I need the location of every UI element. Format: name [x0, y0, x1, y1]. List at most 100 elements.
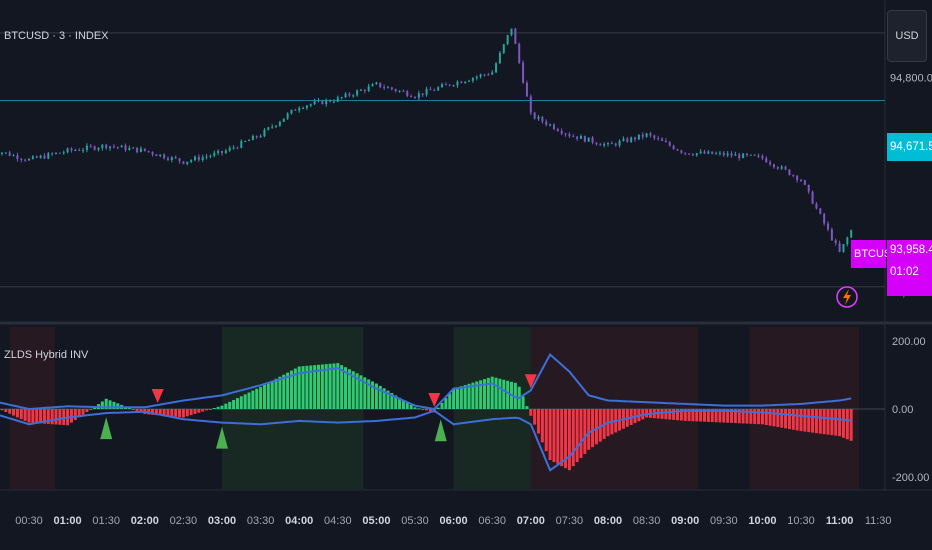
candle-body — [803, 180, 806, 185]
histogram-bar — [197, 409, 201, 413]
time-label: 03:30 — [247, 515, 275, 527]
indicator-name[interactable]: ZLDS Hybrid INV — [4, 349, 89, 361]
candle-body — [645, 133, 648, 137]
candle-body — [332, 101, 335, 103]
time-label: 00:30 — [15, 515, 43, 527]
histogram-bar — [166, 409, 170, 417]
histogram-bar — [710, 409, 714, 423]
candle-body — [637, 134, 640, 140]
candle-body — [394, 89, 397, 92]
candle-body — [12, 155, 15, 157]
candle-body — [657, 138, 660, 140]
sell-signal — [428, 393, 441, 407]
candle-body — [35, 156, 38, 158]
countdown-badge: 01:02 — [887, 260, 932, 296]
candle-body — [780, 166, 783, 169]
histogram-bar — [660, 409, 664, 419]
candle-body — [55, 152, 58, 154]
candle-body — [317, 100, 320, 102]
histogram-bar — [8, 409, 12, 414]
candle-body — [834, 240, 837, 244]
time-label: 11:00 — [826, 515, 854, 527]
candle-body — [587, 137, 590, 142]
candle-body — [294, 109, 297, 111]
histogram-bar — [733, 409, 737, 424]
candle-body — [842, 244, 845, 252]
histogram-bar — [598, 409, 602, 442]
candle-body — [607, 143, 609, 145]
histogram-bar — [587, 409, 591, 450]
histogram-bar — [19, 409, 23, 420]
candle-body — [761, 155, 764, 159]
candle-body — [599, 144, 602, 146]
histogram-bar — [320, 364, 324, 409]
candle-body — [533, 112, 536, 119]
zone — [749, 327, 859, 489]
histogram-bar — [4, 409, 8, 412]
histogram-bar — [382, 388, 386, 409]
candle-body — [151, 152, 154, 155]
candle-body — [684, 152, 687, 154]
candle-body — [275, 125, 278, 127]
candle-body — [402, 90, 405, 92]
candle-body — [166, 158, 169, 160]
histogram-bar — [309, 365, 313, 409]
histogram-bar — [564, 409, 568, 469]
histogram-bar — [127, 407, 131, 409]
candle-body — [259, 136, 262, 138]
histogram-bar — [374, 383, 378, 409]
histogram-bar — [27, 409, 31, 423]
symbol-title[interactable]: BTCUSD · 3 · INDEX — [4, 30, 109, 42]
histogram-bar — [77, 409, 81, 418]
histogram-bar — [479, 380, 483, 409]
candle-body — [132, 147, 135, 149]
histogram-bar — [174, 409, 178, 417]
histogram-bar — [0, 409, 4, 411]
histogram-bar — [444, 398, 448, 409]
histogram-bar — [12, 409, 16, 416]
lightning-icon[interactable] — [836, 286, 858, 308]
candle-body — [618, 140, 621, 146]
histogram-bar — [46, 409, 50, 424]
histogram-bar — [822, 409, 826, 435]
histogram-bar — [699, 409, 703, 422]
candle-body — [379, 82, 382, 88]
histogram-bar — [347, 369, 351, 409]
histogram-bar — [675, 409, 679, 421]
candle-body — [576, 136, 579, 139]
histogram-bar — [42, 409, 46, 424]
candle-body — [676, 149, 679, 151]
histogram-bar — [247, 392, 251, 409]
indicator-histogram — [0, 363, 885, 471]
candle-body — [197, 156, 200, 161]
histogram-bar — [706, 409, 710, 422]
histogram-bar — [703, 409, 706, 422]
histogram-bar — [594, 409, 598, 445]
candle-body — [20, 159, 23, 161]
histogram-bar — [62, 409, 66, 426]
candle-body — [325, 99, 328, 105]
candle-body — [205, 156, 208, 158]
histogram-bar — [139, 409, 143, 413]
candle-body — [518, 43, 521, 63]
histogram-bar — [205, 409, 209, 411]
time-label: 01:30 — [92, 515, 120, 527]
histogram-bar — [556, 409, 560, 465]
price-pane[interactable] — [0, 0, 885, 322]
histogram-bar — [737, 409, 741, 424]
candle-body — [718, 152, 721, 154]
candle-body — [313, 101, 316, 105]
histogram-bar — [455, 387, 459, 409]
histogram-bar — [50, 409, 54, 425]
candle-body — [711, 151, 714, 155]
candle-body — [344, 93, 347, 98]
time-label: 02:00 — [131, 515, 159, 527]
histogram-bar — [482, 379, 486, 409]
candle-body — [340, 97, 343, 99]
currency-button[interactable]: USD — [887, 10, 927, 62]
time-label: 10:00 — [748, 515, 776, 527]
candle-body — [290, 109, 293, 114]
histogram-bar — [259, 386, 263, 409]
histogram-bar — [741, 409, 745, 424]
